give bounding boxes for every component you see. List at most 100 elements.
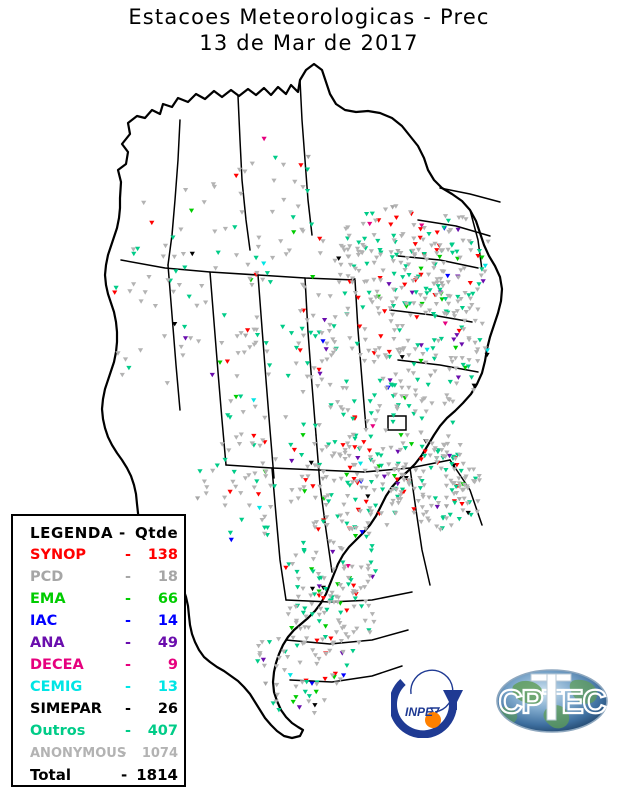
station-marker [406, 353, 412, 358]
station-marker [294, 643, 300, 648]
station-marker [272, 457, 279, 462]
station-marker [382, 309, 388, 314]
legend-item-pcd-qty: 18 [157, 569, 178, 585]
station-marker [422, 254, 428, 259]
station-marker [424, 347, 430, 353]
station-marker [312, 495, 318, 501]
station-marker [461, 266, 467, 271]
station-marker [297, 660, 303, 665]
station-marker [219, 341, 225, 346]
station-marker [253, 255, 259, 261]
station-marker [312, 653, 318, 658]
station-marker [389, 300, 395, 305]
station-marker [365, 563, 371, 569]
station-marker [196, 339, 202, 344]
station-marker [354, 626, 360, 631]
station-marker [203, 491, 209, 496]
station-marker [472, 480, 478, 485]
station-marker [391, 233, 397, 239]
station-marker [247, 345, 253, 350]
station-marker [255, 492, 262, 497]
station-marker [429, 441, 435, 446]
station-marker [350, 276, 356, 281]
station-marker [476, 249, 482, 254]
station-marker [293, 553, 299, 558]
station-marker [262, 514, 268, 520]
station-marker [422, 396, 428, 401]
station-marker [347, 435, 353, 440]
station-marker [304, 636, 310, 641]
station-marker [197, 469, 203, 474]
station-marker [363, 485, 369, 491]
station-marker [233, 394, 239, 400]
station-marker [388, 319, 394, 324]
station-marker [362, 327, 368, 332]
station-marker [458, 468, 464, 474]
state-border [285, 629, 409, 645]
station-marker [462, 318, 468, 324]
station-marker [463, 217, 469, 222]
station-marker [367, 399, 373, 404]
station-marker [311, 711, 317, 716]
station-marker [222, 457, 228, 463]
station-marker [283, 415, 289, 420]
station-marker [319, 448, 325, 453]
station-marker [427, 453, 433, 458]
cptec-globe-rim [496, 669, 608, 733]
station-marker [390, 419, 396, 425]
station-marker [332, 671, 338, 677]
station-marker [466, 358, 472, 363]
legend-header-row: LEGENDA - Qtde [13, 522, 184, 544]
station-marker [377, 296, 383, 301]
station-marker [302, 689, 308, 695]
state-border [285, 591, 413, 603]
inpe-arrow-shaft [449, 690, 457, 710]
station-marker [402, 268, 408, 273]
station-marker [304, 167, 311, 172]
station-marker [412, 252, 418, 257]
station-marker [378, 463, 384, 469]
station-marker [479, 321, 485, 327]
station-marker [313, 520, 320, 525]
state-border [257, 274, 275, 479]
station-marker [357, 353, 363, 358]
station-marker [326, 442, 332, 447]
station-marker [239, 517, 245, 523]
station-marker [320, 339, 326, 344]
station-marker [315, 527, 321, 532]
station-marker [396, 350, 403, 356]
station-marker [345, 564, 351, 569]
station-marker [475, 347, 481, 352]
station-marker [304, 361, 311, 366]
station-marker [261, 136, 267, 142]
station-marker [285, 612, 291, 617]
station-marker [351, 477, 357, 482]
station-marker [338, 513, 344, 518]
station-marker [466, 293, 472, 298]
station-marker [418, 457, 424, 462]
station-marker [352, 534, 359, 539]
station-marker [115, 351, 121, 356]
station-marker [462, 476, 468, 481]
station-marker [322, 495, 328, 500]
station-marker [431, 261, 437, 266]
state-border [237, 95, 251, 251]
legend-total-row: Total - 1814 [13, 764, 184, 786]
station-marker [189, 251, 195, 257]
station-marker [346, 254, 352, 259]
station-marker [405, 338, 411, 344]
station-marker [301, 285, 308, 290]
station-marker [343, 386, 350, 391]
station-marker [479, 267, 485, 272]
station-marker [334, 681, 340, 686]
station-marker [234, 374, 240, 379]
station-marker [215, 250, 221, 255]
state-border [439, 187, 501, 203]
station-marker [335, 618, 341, 623]
legend-item-ana: ANA - 49 [13, 632, 184, 654]
station-marker [233, 484, 239, 490]
station-marker [375, 409, 381, 414]
station-marker [367, 455, 373, 460]
station-marker [297, 348, 303, 353]
station-marker [119, 372, 125, 378]
